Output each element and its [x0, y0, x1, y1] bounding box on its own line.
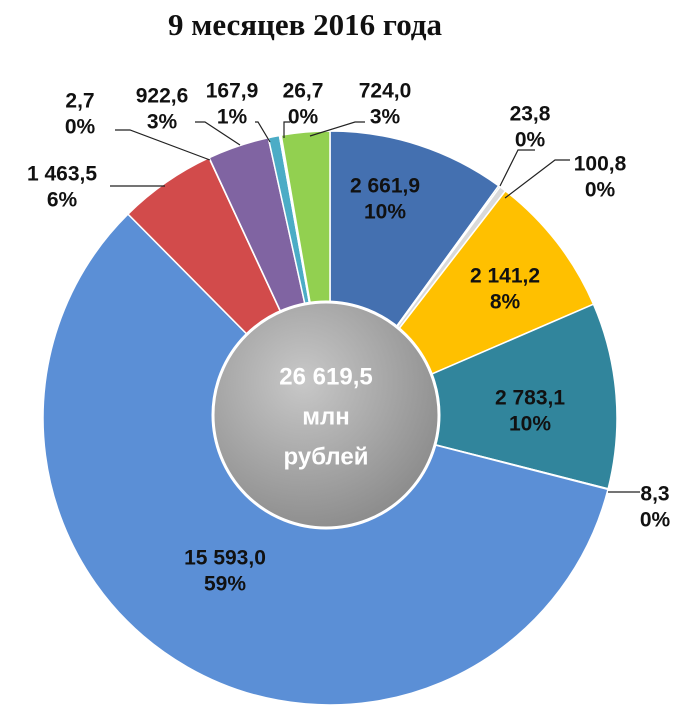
value-label: 922,6 — [136, 85, 189, 108]
pie-slice — [327, 303, 618, 490]
leader-line — [195, 121, 241, 146]
percent-label: 6% — [47, 189, 78, 212]
percent-label: 8% — [490, 291, 521, 314]
leader-line — [255, 121, 271, 143]
chart-title: 9 месяцев 2016 года — [168, 7, 442, 42]
value-label: 100,8 — [574, 153, 627, 176]
percent-label: 0% — [288, 106, 319, 129]
value-label: 2 661,9 — [350, 175, 420, 198]
value-label: 2 783,1 — [495, 387, 565, 410]
percent-label: 0% — [640, 509, 671, 532]
value-label: 23,8 — [510, 103, 551, 126]
percent-label: 10% — [509, 413, 551, 436]
percent-label: 3% — [370, 106, 401, 129]
value-label: 26,7 — [283, 80, 324, 103]
percent-label: 10% — [364, 201, 406, 224]
value-label: 8,3 — [640, 483, 669, 506]
leader-line — [115, 129, 211, 161]
percent-label: 0% — [585, 179, 616, 202]
center-label: рублей — [284, 443, 369, 470]
percent-label: 0% — [65, 116, 96, 139]
value-label: 2,7 — [65, 90, 94, 113]
percent-label: 0% — [515, 129, 546, 152]
percent-label: 3% — [147, 111, 178, 134]
leader-line — [499, 149, 535, 187]
value-label: 724,0 — [359, 80, 412, 103]
percent-label: 1% — [217, 106, 248, 129]
value-label: 1 463,5 — [27, 163, 97, 186]
center-label: 26 619,5 — [279, 363, 372, 390]
leader-line — [504, 159, 570, 199]
leader-line — [283, 121, 290, 138]
value-label: 167,9 — [206, 80, 259, 103]
center-disc — [211, 300, 441, 530]
leader-line — [309, 121, 365, 137]
value-label: 15 593,0 — [184, 547, 266, 570]
percent-label: 59% — [204, 573, 246, 596]
value-label: 2 141,2 — [470, 265, 540, 288]
center-label: млн — [302, 403, 350, 430]
